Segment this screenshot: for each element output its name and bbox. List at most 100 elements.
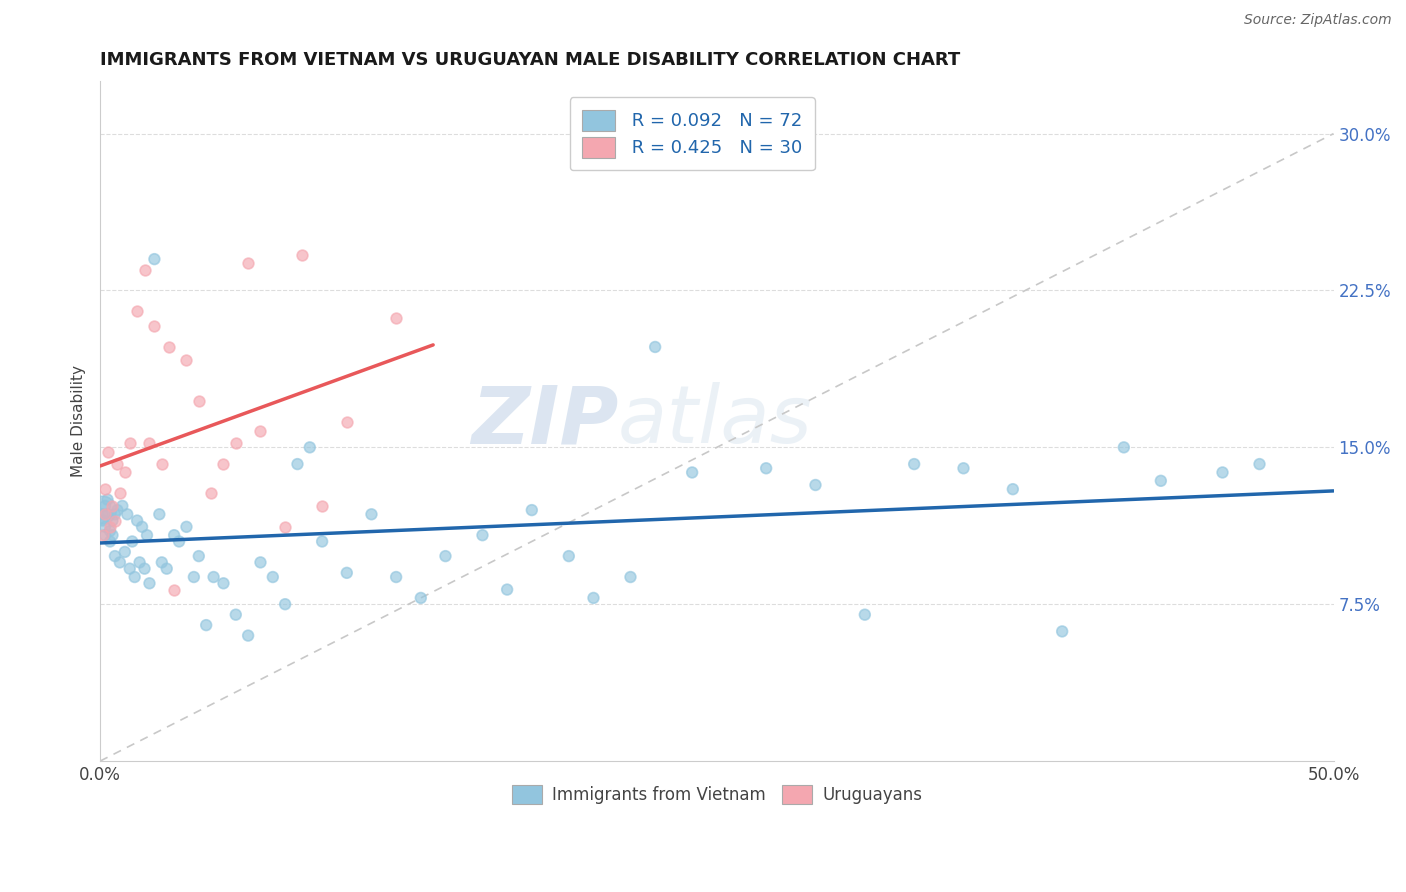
Point [124,570,146,584]
Point [212,457,235,471]
Point [114,466,136,480]
Point [91,508,114,522]
Point [183,570,205,584]
Point [127,304,149,318]
Point [200,486,222,500]
Point [104,549,127,563]
Point [1150,474,1173,488]
Point [409,591,432,605]
Point [104,514,127,528]
Point [104,508,127,522]
Point [1001,482,1024,496]
Point [163,582,186,597]
Point [291,248,314,262]
Point [212,576,235,591]
Point [195,618,218,632]
Point [128,555,150,569]
Point [520,503,543,517]
Point [96,444,118,458]
Point [1249,457,1271,471]
Point [274,597,297,611]
Point [127,514,149,528]
Point [1112,441,1135,455]
Point [360,508,382,522]
Text: IMMIGRANTS FROM VIETNAM VS URUGUAYAN MALE DISABILITY CORRELATION CHART: IMMIGRANTS FROM VIETNAM VS URUGUAYAN MAL… [100,51,960,69]
Point [1050,624,1073,639]
Point [96,508,118,522]
Point [143,252,166,266]
Point [236,629,259,643]
Point [150,555,173,569]
Point [108,486,131,500]
Point [644,340,666,354]
Point [91,503,114,517]
Point [236,256,259,270]
Point [249,424,271,438]
Point [96,492,118,507]
Point [118,562,141,576]
Point [108,555,131,569]
Point [101,499,124,513]
Point [131,520,153,534]
Y-axis label: Male Disability: Male Disability [72,365,86,477]
Point [558,549,581,563]
Point [249,555,271,569]
Point [105,503,128,517]
Point [91,528,114,542]
Point [114,545,136,559]
Text: atlas: atlas [619,382,813,460]
Point [274,520,297,534]
Text: ZIP: ZIP [471,382,619,460]
Point [804,478,827,492]
Point [94,482,117,496]
Point [903,457,925,471]
Point [94,499,117,513]
Point [98,534,121,549]
Point [434,549,457,563]
Point [94,528,117,542]
Point [111,499,134,513]
Point [262,570,284,584]
Point [94,508,117,522]
Point [385,310,408,325]
Point [311,534,333,549]
Point [582,591,605,605]
Point [311,499,333,513]
Point [143,319,166,334]
Point [138,436,160,450]
Point [681,466,703,480]
Point [136,528,159,542]
Point [755,461,778,475]
Point [163,528,186,542]
Legend: Immigrants from Vietnam, Uruguayans: Immigrants from Vietnam, Uruguayans [502,774,932,814]
Point [176,520,198,534]
Point [225,607,247,622]
Point [853,607,876,622]
Point [150,457,173,471]
Point [117,508,139,522]
Point [1211,466,1233,480]
Point [619,570,641,584]
Point [287,457,309,471]
Point [471,528,494,542]
Point [134,262,156,277]
Point [138,576,160,591]
Point [202,570,225,584]
Point [167,534,190,549]
Point [98,520,121,534]
Point [98,524,121,538]
Point [94,520,117,534]
Point [225,436,247,450]
Point [298,441,321,455]
Point [952,461,974,475]
Point [385,570,408,584]
Point [101,514,124,528]
Point [101,528,124,542]
Point [105,457,128,471]
Point [134,562,156,576]
Point [176,352,198,367]
Point [148,508,170,522]
Point [336,415,359,429]
Point [91,514,114,528]
Text: Source: ZipAtlas.com: Source: ZipAtlas.com [1244,13,1392,28]
